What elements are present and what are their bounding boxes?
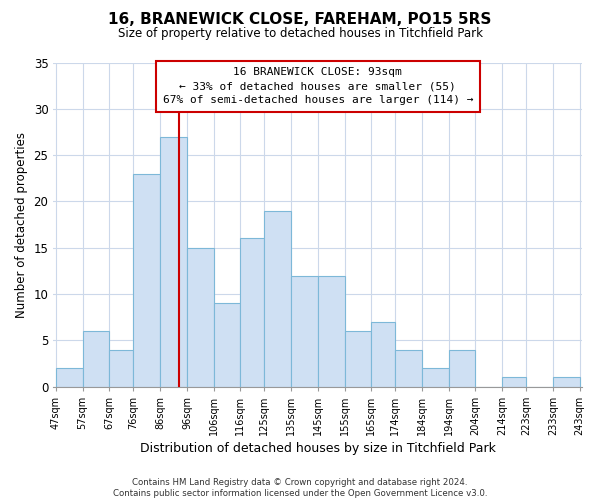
Bar [318,276,344,386]
Bar [241,238,265,386]
Bar [214,304,241,386]
Bar [160,136,187,386]
Bar [265,210,291,386]
Bar [291,276,318,386]
Bar [187,248,214,386]
Y-axis label: Number of detached properties: Number of detached properties [15,132,28,318]
Text: 16 BRANEWICK CLOSE: 93sqm
← 33% of detached houses are smaller (55)
67% of semi-: 16 BRANEWICK CLOSE: 93sqm ← 33% of detac… [163,68,473,106]
Bar [553,378,580,386]
Bar [133,174,160,386]
Text: 16, BRANEWICK CLOSE, FAREHAM, PO15 5RS: 16, BRANEWICK CLOSE, FAREHAM, PO15 5RS [109,12,491,28]
Text: Size of property relative to detached houses in Titchfield Park: Size of property relative to detached ho… [118,28,482,40]
Bar [422,368,449,386]
X-axis label: Distribution of detached houses by size in Titchfield Park: Distribution of detached houses by size … [140,442,496,455]
Bar [344,331,371,386]
Bar [449,350,475,387]
Bar [395,350,422,387]
Text: Contains HM Land Registry data © Crown copyright and database right 2024.
Contai: Contains HM Land Registry data © Crown c… [113,478,487,498]
Bar [56,368,83,386]
Bar [502,378,526,386]
Bar [371,322,395,386]
Bar [109,350,133,387]
Bar [83,331,109,386]
